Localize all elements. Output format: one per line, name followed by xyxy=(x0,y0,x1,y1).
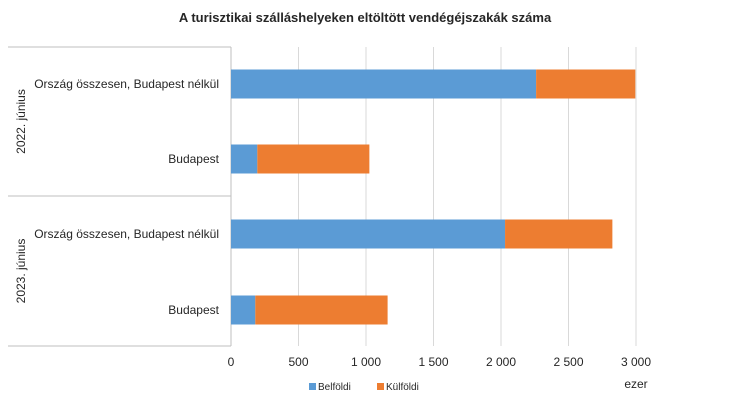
bar-belföldi-3 xyxy=(231,295,256,325)
x-tick-label: 2 000 xyxy=(486,355,516,369)
bar-külföldi-2 xyxy=(505,219,613,249)
bar-belföldi-0 xyxy=(231,69,537,99)
x-tick-labels: 0 500 1 000 1 500 2 000 2 500 3 000 xyxy=(228,355,652,369)
x-unit-label: ezer xyxy=(624,377,647,391)
legend-label: Belföldi xyxy=(318,382,351,393)
x-tick-label: 1 500 xyxy=(418,355,448,369)
category-label: Ország összesen, Budapest nélkül xyxy=(34,77,219,91)
category-labels: Ország összesen, Budapest nélkül Budapest… xyxy=(14,77,220,317)
legend-swatch-külföldi xyxy=(377,383,384,390)
legend-label: Külföldi xyxy=(386,382,419,393)
x-tick-label: 0 xyxy=(228,355,235,369)
bar-külföldi-0 xyxy=(536,69,636,99)
legend-swatch-belföldi xyxy=(309,383,316,390)
x-tick-label: 3 000 xyxy=(621,355,651,369)
chart-title: A turisztikai szálláshelyeken eltöltött … xyxy=(179,10,552,25)
bar-külföldi-3 xyxy=(255,295,388,325)
bar-belföldi-2 xyxy=(231,219,506,249)
x-tick-label: 2 500 xyxy=(553,355,583,369)
category-label: Budapest xyxy=(168,152,219,166)
category-label: Ország összesen, Budapest nélkül xyxy=(34,227,219,241)
group-label: 2022. június xyxy=(14,89,28,154)
group-label: 2023. június xyxy=(14,239,28,304)
bar-belföldi-1 xyxy=(231,144,258,174)
category-label: Budapest xyxy=(168,303,219,317)
x-tick-label: 1 000 xyxy=(351,355,381,369)
bar-külföldi-1 xyxy=(257,144,370,174)
x-tick-label: 500 xyxy=(288,355,308,369)
bars xyxy=(231,69,636,325)
legend: Belföldi Külföldi xyxy=(309,382,419,393)
axes xyxy=(8,46,232,347)
